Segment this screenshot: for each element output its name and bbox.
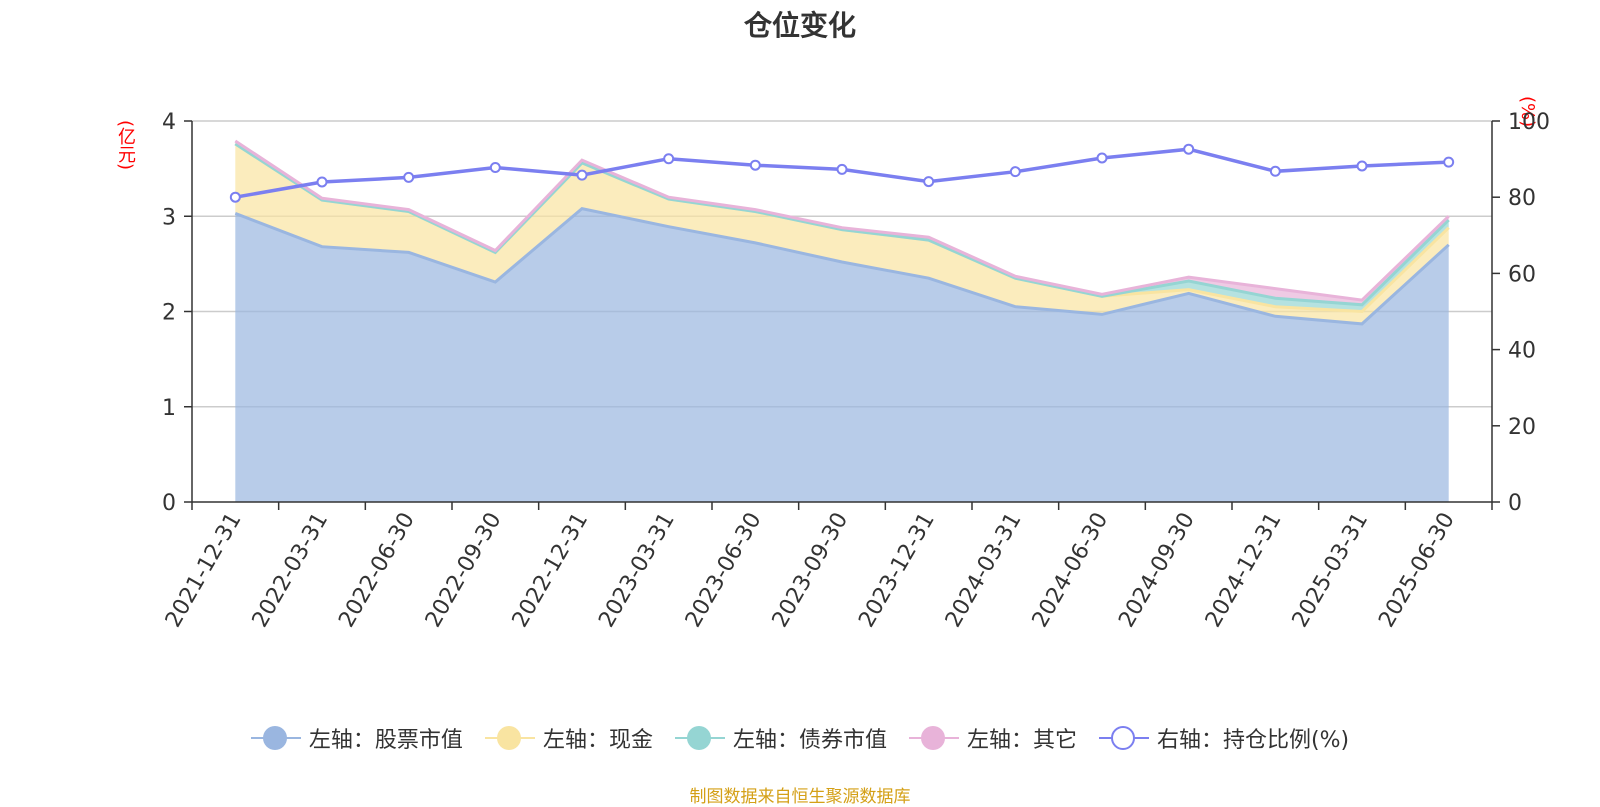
area-左轴：现金	[235, 143, 1449, 324]
line-point	[1269, 165, 1281, 177]
right-tick-label: 40	[1508, 339, 1536, 364]
right-tick-label: 20	[1508, 415, 1536, 440]
left-tick-label: 2	[162, 301, 176, 326]
x-tick-label: 2024-03-31	[941, 508, 1027, 631]
legend-symbol	[674, 725, 725, 751]
legend-item[interactable]: 左轴：现金	[484, 722, 653, 754]
left-tick-label: 4	[162, 110, 176, 135]
line-point	[1183, 143, 1195, 155]
x-tick-label: 2023-09-30	[768, 509, 854, 632]
legend-label: 右轴：持仓比例(%)	[1156, 728, 1350, 753]
line-point	[229, 191, 241, 203]
left-tick-label: 3	[162, 205, 176, 230]
line-point	[576, 169, 588, 181]
x-tick-label: 2022-12-31	[508, 509, 594, 632]
legend-item[interactable]: 左轴：债券市值	[674, 722, 887, 754]
line-point	[1096, 152, 1108, 164]
left-tick-label: 0	[162, 491, 176, 516]
line-point	[663, 153, 675, 165]
x-tick-label: 2022-09-30	[421, 509, 507, 632]
x-tick-label: 2022-03-31	[248, 509, 334, 632]
x-tick-label: 2024-09-30	[1114, 509, 1200, 632]
area-line-左轴：债券市值	[234, 142, 1450, 307]
legend-label: 左轴：债券市值	[732, 728, 887, 753]
x-tick-label: 2023-03-31	[594, 509, 680, 632]
x-tick-label: 2022-06-30	[334, 508, 420, 631]
left-tick-label: 1	[162, 396, 176, 421]
x-tick-label: 2024-06-30	[1028, 509, 1114, 632]
right-tick-label: 60	[1508, 262, 1536, 287]
area-左轴：股票市值	[235, 208, 1449, 502]
legend-label: 左轴：其它	[966, 728, 1077, 753]
right-axis-unit: (%)	[1517, 96, 1538, 128]
line-point	[836, 163, 848, 175]
right-tick-label: 0	[1508, 491, 1522, 516]
line-point	[749, 159, 761, 171]
legend-symbol	[250, 725, 301, 751]
x-tick-label: 2025-03-31	[1288, 509, 1374, 632]
legend: 左轴：股票市值 左轴：现金 左轴：债券市值 左轴：其它 右轴：持仓比例(%)	[0, 722, 1600, 754]
area-line-左轴：其它	[234, 139, 1450, 302]
line-point	[1356, 160, 1368, 172]
source-note: 制图数据来自恒生聚源数据库	[689, 787, 911, 807]
line-point	[489, 161, 501, 173]
line-point	[403, 171, 415, 183]
x-tick-label: 2023-06-30	[681, 509, 767, 632]
line-point	[1443, 156, 1455, 168]
x-tick-label: 2023-12-31	[854, 509, 940, 632]
legend-symbol	[1098, 725, 1149, 751]
left-axis-unit: (亿元)	[115, 120, 136, 171]
x-tick-label: 2025-06-30	[1374, 509, 1460, 632]
line-point	[316, 176, 328, 188]
x-tick-label: 2021-12-31	[161, 509, 247, 632]
right-tick-label: 80	[1508, 186, 1536, 211]
line-point	[1009, 166, 1021, 178]
chart-title: 仓位变化	[743, 9, 856, 42]
legend-item[interactable]: 左轴：股票市值	[250, 722, 463, 754]
legend-symbol	[908, 725, 959, 751]
x-tick-label: 2024-12-31	[1201, 509, 1287, 632]
right-tick-label: 100	[1508, 110, 1550, 135]
legend-label: 左轴：股票市值	[308, 728, 463, 753]
legend-item[interactable]: 右轴：持仓比例(%)	[1098, 722, 1350, 754]
legend-symbol	[484, 725, 535, 751]
area-line-左轴：股票市值	[234, 206, 1450, 326]
line-point	[923, 176, 935, 188]
legend-label: 左轴：现金	[542, 728, 653, 753]
legend-item[interactable]: 左轴：其它	[908, 722, 1077, 754]
